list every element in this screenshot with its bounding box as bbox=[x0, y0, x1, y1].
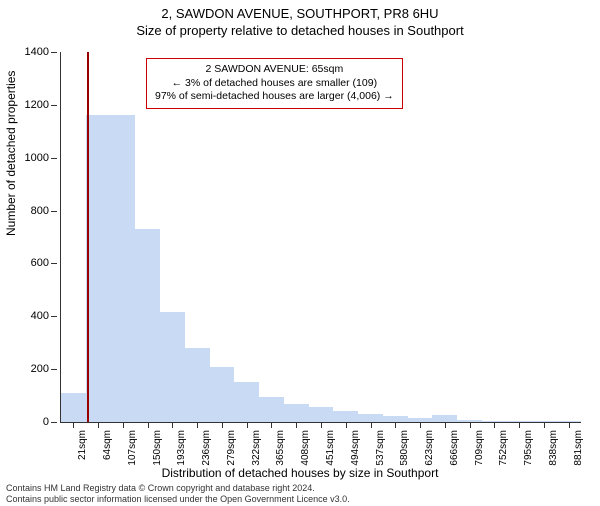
y-tick bbox=[51, 211, 57, 212]
annotation-line-1: 2 SAWDON AVENUE: 65sqm bbox=[155, 63, 394, 77]
y-tick-label: 0 bbox=[9, 416, 49, 428]
y-tick-label: 1400 bbox=[9, 46, 49, 58]
bar bbox=[185, 348, 211, 422]
x-tick bbox=[197, 422, 198, 428]
y-tick-label: 600 bbox=[9, 257, 49, 269]
chart-title: 2, SAWDON AVENUE, SOUTHPORT, PR8 6HU bbox=[0, 6, 600, 21]
x-tick-label: 666sqm bbox=[449, 430, 460, 466]
x-tick bbox=[346, 422, 347, 428]
x-tick bbox=[123, 422, 124, 428]
x-tick bbox=[172, 422, 173, 428]
x-tick bbox=[98, 422, 99, 428]
x-tick-label: 451sqm bbox=[325, 430, 336, 466]
x-tick-label: 64sqm bbox=[102, 430, 113, 460]
bar bbox=[358, 414, 384, 422]
bar bbox=[234, 382, 260, 422]
x-tick bbox=[470, 422, 471, 428]
annotation-box: 2 SAWDON AVENUE: 65sqm ← 3% of detached … bbox=[146, 58, 403, 109]
y-tick-label: 200 bbox=[9, 363, 49, 375]
x-tick bbox=[420, 422, 421, 428]
y-tick bbox=[51, 422, 57, 423]
y-tick-label: 1200 bbox=[9, 99, 49, 111]
bar bbox=[333, 411, 359, 422]
property-marker-line bbox=[87, 52, 89, 422]
x-tick bbox=[148, 422, 149, 428]
x-tick bbox=[569, 422, 570, 428]
x-tick bbox=[544, 422, 545, 428]
y-tick-label: 800 bbox=[9, 205, 49, 217]
x-tick bbox=[321, 422, 322, 428]
chart-subtitle: Size of property relative to detached ho… bbox=[0, 23, 600, 38]
x-tick-label: 838sqm bbox=[548, 430, 559, 466]
x-tick-label: 752sqm bbox=[498, 430, 509, 466]
annotation-line-3: 97% of semi-detached houses are larger (… bbox=[155, 90, 394, 104]
y-tick bbox=[51, 369, 57, 370]
chart-container: { "title": "2, SAWDON AVENUE, SOUTHPORT,… bbox=[0, 6, 600, 506]
x-tick-label: 21sqm bbox=[77, 430, 88, 460]
bar bbox=[61, 393, 87, 422]
x-tick bbox=[494, 422, 495, 428]
x-tick bbox=[519, 422, 520, 428]
y-tick bbox=[51, 263, 57, 264]
x-tick-label: 236sqm bbox=[201, 430, 212, 466]
y-tick bbox=[51, 52, 57, 53]
plot-area: 020040060080010001200140021sqm64sqm107sq… bbox=[60, 52, 581, 423]
y-tick-label: 400 bbox=[9, 310, 49, 322]
x-tick-label: 709sqm bbox=[474, 430, 485, 466]
x-tick-label: 193sqm bbox=[176, 430, 187, 466]
x-tick-label: 623sqm bbox=[424, 430, 435, 466]
bar bbox=[309, 407, 335, 422]
x-tick bbox=[296, 422, 297, 428]
bar bbox=[86, 115, 112, 422]
x-tick-label: 150sqm bbox=[152, 430, 163, 466]
x-tick-label: 580sqm bbox=[399, 430, 410, 466]
x-tick bbox=[222, 422, 223, 428]
bar bbox=[160, 312, 186, 422]
bar bbox=[259, 397, 285, 422]
y-tick bbox=[51, 316, 57, 317]
y-tick bbox=[51, 105, 57, 106]
x-tick bbox=[73, 422, 74, 428]
x-tick-label: 881sqm bbox=[573, 430, 584, 466]
y-tick bbox=[51, 158, 57, 159]
footer-line-1: Contains HM Land Registry data © Crown c… bbox=[6, 483, 350, 493]
x-tick-label: 365sqm bbox=[275, 430, 286, 466]
bar bbox=[210, 367, 236, 423]
x-tick bbox=[395, 422, 396, 428]
x-tick-label: 322sqm bbox=[251, 430, 262, 466]
x-tick bbox=[371, 422, 372, 428]
footer-line-2: Contains public sector information licen… bbox=[6, 494, 350, 504]
x-tick bbox=[271, 422, 272, 428]
x-tick-label: 494sqm bbox=[350, 430, 361, 466]
bar bbox=[432, 415, 458, 422]
x-tick bbox=[445, 422, 446, 428]
bar bbox=[111, 115, 137, 422]
x-tick-label: 537sqm bbox=[375, 430, 386, 466]
y-tick-label: 1000 bbox=[9, 152, 49, 164]
x-tick-label: 107sqm bbox=[127, 430, 138, 466]
bar bbox=[135, 229, 161, 422]
annotation-line-2: ← 3% of detached houses are smaller (109… bbox=[155, 77, 394, 91]
x-tick-label: 408sqm bbox=[300, 430, 311, 466]
x-axis-title: Distribution of detached houses by size … bbox=[0, 466, 600, 480]
x-tick-label: 795sqm bbox=[523, 430, 534, 466]
bar bbox=[284, 404, 310, 423]
x-tick bbox=[247, 422, 248, 428]
x-tick-label: 279sqm bbox=[226, 430, 237, 466]
footer-attribution: Contains HM Land Registry data © Crown c… bbox=[6, 483, 350, 504]
